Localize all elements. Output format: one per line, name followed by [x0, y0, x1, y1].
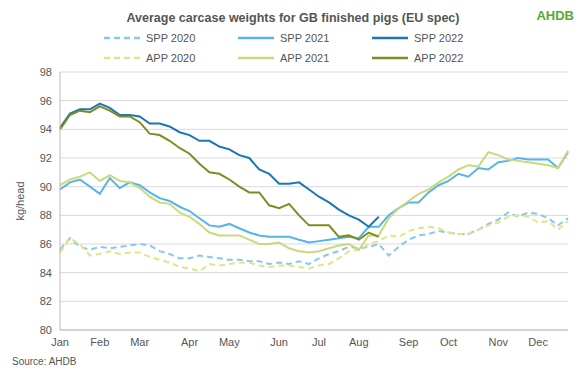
svg-text:Feb: Feb: [90, 336, 109, 348]
svg-text:90: 90: [40, 181, 52, 193]
svg-text:Mar: Mar: [130, 336, 149, 348]
svg-text:Nov: Nov: [488, 336, 508, 348]
svg-text:82: 82: [40, 295, 52, 307]
svg-text:Jul: Jul: [312, 336, 326, 348]
svg-text:Apr: Apr: [181, 336, 198, 348]
html-text:SPP 2022: SPP 2022: [414, 32, 464, 44]
svg-text:86: 86: [40, 238, 52, 250]
html-text:Source: AHDB: Source: AHDB: [12, 356, 77, 367]
svg-text:Aug: Aug: [349, 336, 369, 348]
svg-text:88: 88: [40, 209, 52, 221]
svg-text:84: 84: [40, 267, 52, 279]
svg-text:80: 80: [40, 324, 52, 336]
svg-text:Jun: Jun: [270, 336, 288, 348]
svg-text:May: May: [219, 336, 240, 348]
svg-text:Sep: Sep: [399, 336, 419, 348]
svg-text:96: 96: [40, 95, 52, 107]
html-text:APP 2022: APP 2022: [414, 52, 464, 64]
html-text:AHDB: AHDB: [536, 8, 574, 23]
svg-text:98: 98: [40, 66, 52, 78]
svg-text:Oct: Oct: [440, 336, 457, 348]
svg-text:94: 94: [40, 123, 52, 135]
svg-text:Dec: Dec: [528, 336, 548, 348]
svg-text:Jan: Jan: [51, 336, 69, 348]
html-text:APP 2020: APP 2020: [146, 52, 196, 64]
html-text:APP 2021: APP 2021: [280, 52, 330, 64]
svg-text:92: 92: [40, 152, 52, 164]
html-text:Average carcase weights for GB: Average carcase weights for GB finished …: [126, 11, 460, 25]
html-text:SPP 2021: SPP 2021: [280, 32, 330, 44]
svg-text:kg/head: kg/head: [14, 181, 26, 220]
html-text:SPP 2020: SPP 2020: [146, 32, 196, 44]
